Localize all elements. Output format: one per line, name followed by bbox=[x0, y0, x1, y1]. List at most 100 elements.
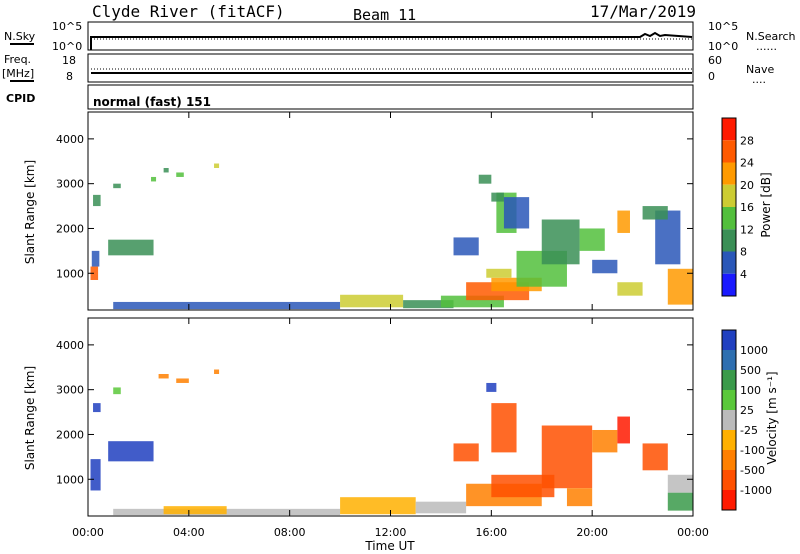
velocity-cell bbox=[214, 369, 220, 374]
velocity-y-tick-label: 4000 bbox=[56, 339, 84, 352]
x-tick-label: 04:00 bbox=[173, 526, 205, 539]
power-cell bbox=[93, 194, 101, 207]
velocity-cell bbox=[90, 459, 101, 491]
power-colorbar: 4 8 12 16 20 24 28 bbox=[721, 117, 754, 297]
power-cell bbox=[214, 163, 220, 168]
power-cell bbox=[617, 282, 643, 296]
power-cell bbox=[163, 167, 169, 173]
power-cell bbox=[113, 183, 121, 189]
power-colorbar-swatch bbox=[722, 207, 736, 230]
power-colorbar-tick: 24 bbox=[740, 157, 754, 170]
power-colorbar-swatch bbox=[722, 162, 736, 185]
velocity-colorbar-tick: -500 bbox=[740, 464, 765, 477]
velocity-colorbar-tick: -100 bbox=[740, 444, 765, 457]
freq-unit-label: [MHz] bbox=[2, 67, 34, 80]
sky-tick-bottom: 10^0 bbox=[52, 40, 82, 53]
power-colorbar-swatch bbox=[722, 273, 736, 296]
station-title: Clyde River (fitACF) bbox=[92, 2, 285, 21]
x-tick-label: 08:00 bbox=[274, 526, 306, 539]
x-tick-label: 16:00 bbox=[475, 526, 507, 539]
velocity-colorbar-swatch bbox=[722, 410, 736, 430]
velocity-colorbar-tick: 1000 bbox=[740, 344, 768, 357]
velocity-cell bbox=[113, 508, 341, 516]
velocity-cell bbox=[592, 429, 618, 453]
power-cell bbox=[440, 295, 504, 308]
power-cell bbox=[176, 172, 184, 177]
velocity-cell bbox=[667, 492, 693, 511]
freq-tick-bottom: 8 bbox=[66, 70, 73, 83]
power-cell bbox=[478, 174, 492, 184]
velocity-colorbar-swatch bbox=[722, 450, 736, 470]
power-colorbar-swatch bbox=[722, 251, 736, 274]
velocity-y-ticks: 1000 2000 3000 4000 bbox=[56, 339, 693, 486]
velocity-cell bbox=[642, 443, 668, 471]
velocity-colorbar-tick: -25 bbox=[740, 424, 758, 437]
nave-tick-bottom: 0 bbox=[708, 70, 715, 83]
power-cell bbox=[90, 266, 99, 280]
velocity-colorbar-swatch bbox=[722, 330, 736, 350]
power-cell bbox=[91, 250, 100, 267]
velocity-colorbar-swatch bbox=[722, 370, 736, 390]
velocity-y-tick-label: 2000 bbox=[56, 428, 84, 441]
velocity-colorbar-tick: 100 bbox=[740, 384, 761, 397]
power-cell bbox=[541, 219, 580, 265]
power-colorbar-tick: 20 bbox=[740, 179, 754, 192]
power-heatmap bbox=[90, 163, 693, 310]
power-cell bbox=[642, 206, 668, 220]
power-y-tick-label: 3000 bbox=[56, 178, 84, 191]
velocity-colorbar-tick: 500 bbox=[740, 364, 761, 377]
velocity-y-tick-label: 3000 bbox=[56, 384, 84, 397]
velocity-cell bbox=[491, 474, 555, 498]
search-legend: ...... bbox=[756, 40, 777, 53]
search-label: N.Search bbox=[746, 30, 796, 43]
velocity-cell bbox=[93, 403, 101, 413]
power-cell bbox=[503, 197, 530, 229]
velocity-colorbar-swatch bbox=[722, 390, 736, 410]
freq-panel bbox=[87, 53, 694, 83]
velocity-colorbar-label: Velocity [m s⁻¹] bbox=[765, 371, 779, 464]
velocity-cell bbox=[617, 416, 630, 444]
power-colorbar-tick: 4 bbox=[740, 268, 747, 281]
velocity-cell bbox=[566, 488, 593, 507]
power-cell bbox=[617, 210, 630, 233]
power-y-tick-label: 1000 bbox=[56, 267, 84, 280]
beam-label: Beam 11 bbox=[353, 6, 416, 24]
velocity-colorbar-tick: -1000 bbox=[740, 484, 772, 497]
power-cell bbox=[113, 301, 341, 310]
cpid-label: CPID bbox=[6, 92, 35, 105]
power-y-ticks: 1000 2000 3000 4000 bbox=[56, 133, 693, 280]
power-cell bbox=[340, 294, 404, 308]
velocity-colorbar: 1000 500 100 25 -25 -100 -500 -1000 bbox=[721, 329, 772, 511]
power-cell bbox=[667, 268, 693, 305]
search-tick-top: 10^5 bbox=[708, 20, 738, 33]
power-colorbar-tick: 16 bbox=[740, 201, 754, 214]
velocity-colorbar-swatch bbox=[722, 470, 736, 490]
velocity-cell bbox=[163, 506, 227, 515]
velocity-cell bbox=[415, 501, 467, 514]
velocity-cell bbox=[453, 443, 479, 462]
cpid-panel bbox=[87, 84, 694, 110]
nave-legend: .... bbox=[752, 73, 766, 86]
power-cell bbox=[108, 239, 154, 256]
power-colorbar-swatch bbox=[722, 140, 736, 163]
power-y-axis-label: Slant Range [km] bbox=[23, 160, 37, 264]
velocity-cell bbox=[108, 441, 154, 462]
x-tick-label: 00:00 bbox=[72, 526, 104, 539]
velocity-colorbar-tick: 25 bbox=[740, 404, 754, 417]
power-colorbar-frame bbox=[721, 117, 737, 297]
velocity-cell bbox=[541, 425, 593, 489]
x-tick-label: 00:00 bbox=[677, 526, 709, 539]
x-axis-ticks: 00:00 04:00 08:00 12:00 16:00 20:00 00:00 bbox=[72, 112, 709, 539]
velocity-cell bbox=[176, 378, 189, 383]
power-colorbar-swatch bbox=[722, 184, 736, 207]
power-colorbar-tick: 28 bbox=[740, 134, 754, 147]
power-colorbar-swatch bbox=[722, 229, 736, 252]
date-label: 17/Mar/2019 bbox=[590, 2, 696, 21]
velocity-y-axis-label: Slant Range [km] bbox=[23, 366, 37, 470]
freq-label: Freq. bbox=[4, 53, 31, 66]
power-cell bbox=[403, 300, 454, 309]
velocity-colorbar-frame bbox=[721, 329, 737, 511]
sky-label: N.Sky bbox=[4, 30, 36, 43]
sky-tick-top: 10^5 bbox=[52, 20, 82, 33]
power-cell bbox=[579, 228, 605, 251]
